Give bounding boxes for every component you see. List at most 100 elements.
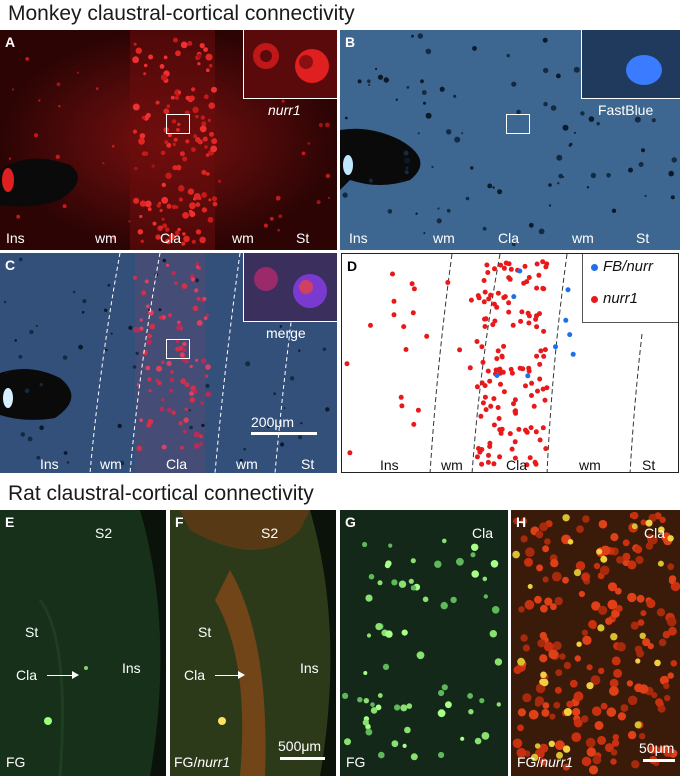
nurr1-cell: [571, 732, 582, 742]
nurr1-cell: [263, 223, 268, 228]
vessel-speck: [465, 196, 470, 201]
panel-a-region-wm2: wm: [232, 230, 254, 246]
panel-a-roi-box: [166, 114, 190, 134]
nurr1-cell: [182, 156, 188, 162]
nurr1-cell: [207, 118, 211, 122]
nurr1-cell: [148, 54, 154, 60]
nurr1-cell: [327, 196, 331, 199]
vessel-speck: [403, 150, 409, 156]
nurr1-cell: [542, 576, 549, 583]
nurr1-cell: [325, 122, 330, 128]
merged-cell: [132, 275, 138, 280]
fg-cell: [377, 580, 383, 586]
vessel-speck: [158, 308, 162, 312]
nurr1-dot: [401, 324, 407, 330]
nurr1-cell: [55, 154, 60, 159]
panel-b-inset: [581, 30, 680, 99]
nurr1-dot: [501, 343, 507, 349]
fg-cell: [404, 726, 411, 734]
merged-cell: [199, 442, 203, 446]
fg-cell: [481, 732, 490, 740]
nurr1-dot: [403, 347, 409, 352]
vessel-speck: [81, 310, 85, 314]
panel-h-cells: [512, 511, 680, 775]
double-labeled-cell: [530, 753, 539, 762]
panel-g-image: [340, 510, 508, 776]
nurr1-cell: [542, 702, 550, 709]
nurr1-dot: [523, 383, 528, 389]
merged-cell: [139, 318, 143, 322]
nurr1-dot: [490, 322, 496, 328]
nurr1-dot: [541, 328, 547, 334]
nurr1-cell: [622, 552, 631, 561]
nurr1-cell: [173, 137, 178, 142]
fg-cell: [440, 601, 448, 610]
vessel-speck: [562, 124, 569, 131]
vessel-speck: [562, 175, 565, 179]
nurr1-dot: [537, 361, 543, 367]
nurr1-dot: [485, 459, 491, 465]
double-labeled-cell: [517, 657, 525, 666]
vessel-speck: [188, 409, 191, 412]
merged-cell: [194, 288, 199, 293]
merged-cell: [180, 445, 184, 450]
panel-b-region-cla: Cla: [498, 230, 520, 246]
panel-f-arrow-line: [215, 675, 240, 676]
double-labeled-cell: [548, 740, 555, 747]
merged-cell: [138, 329, 141, 333]
double-labeled-cell: [657, 560, 664, 567]
panel-f-ins: Ins: [300, 660, 319, 676]
vessel-speck: [415, 212, 418, 215]
nurr1-cell: [208, 63, 213, 68]
nurr1-cell: [544, 538, 551, 545]
merged-cell: [147, 333, 153, 339]
panel-h-fg-nurr1: H Cla 50μm FG/nurr1: [511, 510, 680, 776]
merged-cell: [139, 418, 143, 422]
nurr1-cell: [660, 746, 667, 753]
panel-c-merge: C merge 200μm Ins wm Cla wm St: [0, 253, 337, 473]
panel-f-scale-bar: [280, 757, 325, 760]
fg-cell: [398, 580, 407, 588]
nurr1-cell: [576, 525, 584, 533]
fg-cell: [375, 704, 382, 711]
panel-e-label: E: [5, 514, 15, 530]
fg-cell: [416, 651, 425, 660]
nurr1-cell: [634, 645, 643, 653]
nurr1-cell: [555, 669, 563, 677]
nurr1-dot: [531, 403, 537, 409]
nurr1-cell: [516, 747, 527, 758]
vessel-speck: [437, 207, 440, 210]
nurr1-dot: [482, 316, 487, 322]
merged-cell: [166, 407, 172, 413]
nurr1-cell: [657, 704, 666, 713]
nurr1-cell: [203, 94, 209, 100]
panel-d-region-wm2: wm: [579, 457, 601, 473]
fg-cell: [483, 594, 488, 599]
nurr1-dot: [527, 455, 533, 461]
double-labeled-cell: [512, 550, 520, 559]
rat-section-title: Rat claustral-cortical connectivity: [8, 482, 314, 505]
nurr1-cell: [144, 63, 148, 68]
vessel-speck: [280, 442, 285, 447]
merged-cell: [200, 401, 204, 405]
nurr1-cell: [177, 122, 181, 127]
merged-cell: [184, 407, 188, 411]
nurr1-cell: [307, 142, 311, 145]
panel-c-label: C: [5, 257, 16, 273]
nurr1-cell: [56, 82, 61, 87]
nurr1-cell: [211, 86, 217, 93]
merged-cell: [136, 445, 143, 452]
nurr1-cell: [528, 709, 539, 720]
merged-cell: [189, 364, 193, 369]
panel-d-plot: [344, 254, 643, 472]
vessel-speck: [377, 74, 384, 80]
vessel-speck: [383, 77, 389, 83]
nurr1-cell: [582, 635, 592, 645]
nurr1-cell: [592, 755, 602, 765]
nurr1-cell: [594, 721, 604, 730]
vessel-speck: [404, 170, 409, 175]
nurr1-cell: [562, 763, 570, 771]
nurr1-cell: [187, 188, 195, 195]
double-labeled-cell: [586, 682, 594, 690]
nurr1-dot: [510, 322, 516, 328]
